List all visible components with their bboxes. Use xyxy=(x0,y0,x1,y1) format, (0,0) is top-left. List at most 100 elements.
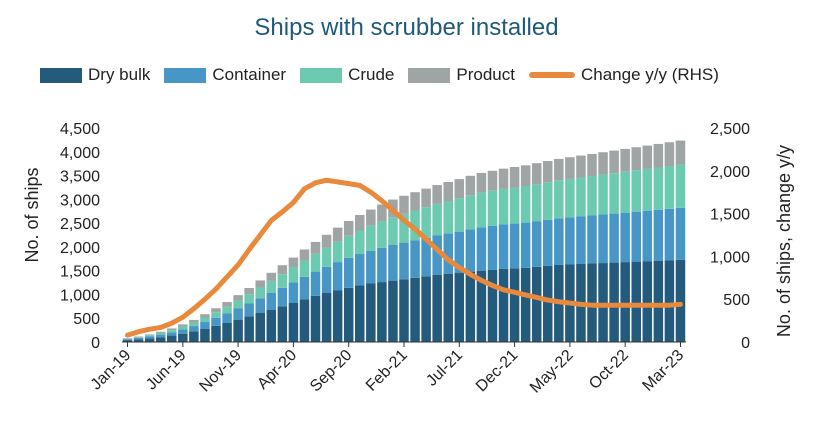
bar-container-21 xyxy=(355,254,365,286)
bar-product-7 xyxy=(200,314,210,318)
bar-container-28 xyxy=(432,235,442,275)
bar-dry-bulk-49 xyxy=(664,260,675,342)
legend-label-product: Product xyxy=(456,65,515,84)
bar-product-20 xyxy=(343,220,354,236)
bar-product-22 xyxy=(366,209,376,226)
legend-label-dry-bulk: Dry bulk xyxy=(88,65,151,84)
bar-dry-bulk-10 xyxy=(233,319,243,342)
y2-tick-label: 1,000 xyxy=(710,249,750,266)
bar-container-17 xyxy=(310,271,321,296)
bar-dry-bulk-15 xyxy=(288,303,299,342)
bar-crude-30 xyxy=(454,198,465,232)
x-tick-label: Apr-20 xyxy=(254,347,300,393)
bar-container-47 xyxy=(642,210,653,262)
bar-dry-bulk-18 xyxy=(321,293,332,342)
y-tick-label: 500 xyxy=(73,311,100,328)
y-axis-label: No. of ships xyxy=(22,167,42,262)
bar-container-42 xyxy=(587,215,597,264)
bar-product-38 xyxy=(543,161,553,183)
bar-product-40 xyxy=(565,157,575,179)
bar-crude-22 xyxy=(366,225,376,251)
bar-crude-3 xyxy=(155,332,166,335)
bar-dry-bulk-34 xyxy=(498,268,509,342)
bar-crude-5 xyxy=(178,326,188,330)
bar-product-49 xyxy=(664,142,675,167)
bar-dry-bulk-8 xyxy=(211,325,221,342)
y-tick-label: 3,500 xyxy=(60,169,100,186)
bar-product-47 xyxy=(642,145,653,169)
bar-container-40 xyxy=(565,217,575,265)
bar-crude-23 xyxy=(377,221,387,248)
bar-product-46 xyxy=(631,147,641,171)
line-change-yy xyxy=(125,177,683,338)
bar-product-4 xyxy=(167,328,177,331)
bar-product-14 xyxy=(277,265,288,275)
bar-crude-16 xyxy=(299,260,310,277)
bar-crude-44 xyxy=(609,173,619,214)
bar-crude-41 xyxy=(576,177,586,217)
legend-swatch-product xyxy=(408,67,451,83)
bar-container-29 xyxy=(443,233,453,274)
legend-item-container: Container xyxy=(164,65,286,85)
bar-dry-bulk-48 xyxy=(653,260,664,342)
y-tick-label: 2,500 xyxy=(60,216,100,233)
legend-item-change-yy: Change y/y (RHS) xyxy=(528,65,719,85)
bar-crude-1 xyxy=(133,337,144,338)
bar-container-9 xyxy=(222,313,232,323)
bar-product-1 xyxy=(133,336,144,338)
bar-crude-4 xyxy=(167,330,177,333)
bar-dry-bulk-31 xyxy=(465,271,476,342)
bar-product-31 xyxy=(465,175,476,196)
bar-product-25 xyxy=(399,195,409,214)
bar-product-34 xyxy=(498,168,509,189)
bar-product-32 xyxy=(476,172,487,193)
bar-dry-bulk-5 xyxy=(178,333,188,342)
chart-title: Ships with scrubber installed xyxy=(254,14,559,41)
bar-product-35 xyxy=(509,167,520,188)
bar-dry-bulk-32 xyxy=(476,270,487,342)
x-tick-label: Jan-19 xyxy=(88,347,135,394)
bar-crude-36 xyxy=(520,186,531,223)
y-tick-label: 4,000 xyxy=(60,145,100,162)
bar-dry-bulk-14 xyxy=(277,306,288,342)
bar-crude-19 xyxy=(332,241,343,263)
bar-dry-bulk-9 xyxy=(222,322,232,342)
bar-container-12 xyxy=(255,298,265,313)
x-tick-label: Sep-20 xyxy=(307,347,356,396)
bar-container-11 xyxy=(244,303,254,317)
bar-crude-13 xyxy=(266,280,277,294)
bar-dry-bulk-1 xyxy=(133,339,144,342)
bar-container-8 xyxy=(211,317,221,326)
bar-container-33 xyxy=(487,225,498,270)
legend-label-crude: Crude xyxy=(348,65,395,84)
bar-container-38 xyxy=(543,219,553,266)
y2-tick-label: 2,000 xyxy=(710,164,750,181)
bar-container-7 xyxy=(200,322,210,329)
bar-crude-17 xyxy=(310,253,321,272)
bar-crude-18 xyxy=(321,247,332,267)
bar-product-42 xyxy=(587,153,597,177)
bar-dry-bulk-17 xyxy=(310,295,321,342)
bar-product-5 xyxy=(178,324,188,327)
y-tick-label: 4,500 xyxy=(60,121,100,138)
y-tick-label: 1,000 xyxy=(60,287,100,304)
legend-item-dry-bulk: Dry bulk xyxy=(40,65,150,85)
bar-dry-bulk-35 xyxy=(509,268,520,342)
bar-product-26 xyxy=(410,192,420,211)
bar-crude-42 xyxy=(587,176,597,216)
bar-crude-38 xyxy=(543,182,553,220)
bar-crude-2 xyxy=(144,335,155,337)
bar-product-41 xyxy=(576,155,586,178)
bar-container-44 xyxy=(609,213,619,263)
bar-container-41 xyxy=(576,216,586,265)
bar-dry-bulk-33 xyxy=(487,269,498,342)
x-tick-label: Feb-21 xyxy=(363,347,411,395)
bar-product-37 xyxy=(531,163,542,185)
bar-dry-bulk-50 xyxy=(675,259,686,342)
bar-container-48 xyxy=(653,209,664,261)
bar-crude-8 xyxy=(211,312,221,318)
bar-dry-bulk-16 xyxy=(299,299,310,342)
bar-dry-bulk-24 xyxy=(388,280,398,342)
bar-container-13 xyxy=(266,293,277,310)
bar-dry-bulk-3 xyxy=(155,337,166,342)
